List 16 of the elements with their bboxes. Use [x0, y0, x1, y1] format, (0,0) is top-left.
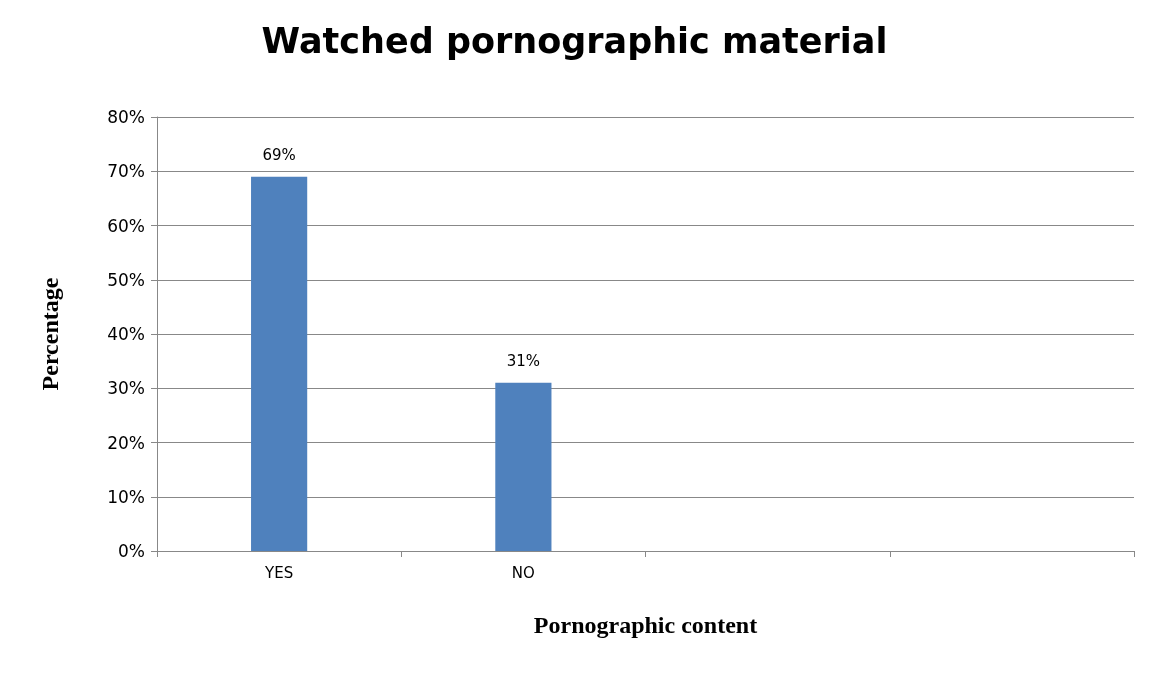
y-tick-label: 30% — [107, 378, 145, 399]
chart-title: Watched pornographic material — [261, 20, 888, 61]
y-axis-title: Percentage — [37, 277, 63, 391]
x-axis-title: Pornographic content — [533, 612, 758, 638]
x-tick-label: YES — [264, 563, 294, 582]
y-tick-label: 0% — [118, 541, 145, 561]
y-tick-label: 40% — [107, 324, 145, 344]
y-tick-label: 70% — [107, 161, 145, 182]
y-tick-label: 50% — [107, 269, 145, 290]
data-label: 31% — [506, 352, 541, 371]
x-tick-label: NO — [511, 563, 535, 582]
data-label: 69% — [262, 146, 296, 165]
y-tick-label: 80% — [107, 107, 145, 127]
y-tick-label: 10% — [107, 486, 145, 507]
y-tick-label: 60% — [107, 215, 145, 236]
y-tick-label: 20% — [107, 432, 145, 453]
